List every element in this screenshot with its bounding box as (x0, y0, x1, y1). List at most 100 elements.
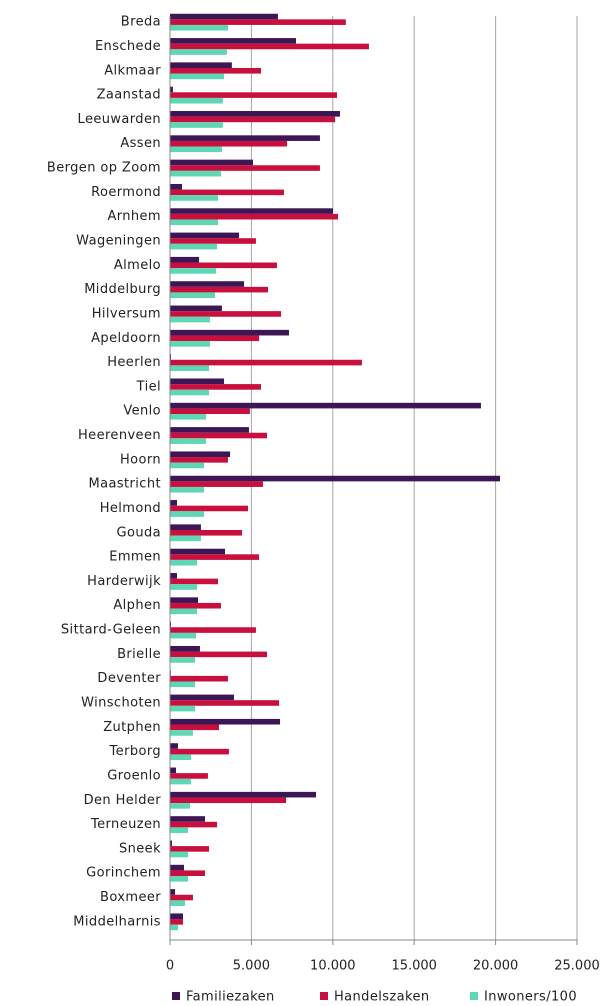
bar (170, 213, 339, 220)
legend-label: Handelszaken (334, 990, 430, 1005)
y-tick-label: Gouda (117, 525, 162, 540)
bar (170, 803, 191, 809)
y-tick-label: Breda (121, 15, 161, 30)
bar (170, 189, 284, 196)
bar (170, 894, 193, 901)
bar (170, 462, 205, 469)
bar (170, 232, 240, 239)
bar (170, 402, 481, 409)
bar (170, 816, 206, 822)
y-tick-label: Alkmaar (104, 63, 161, 78)
y-tick-label: Sneek (119, 841, 161, 856)
bar (170, 724, 220, 731)
bar (170, 292, 215, 299)
bar (170, 256, 199, 263)
y-tick-label: Zaanstad (97, 88, 161, 103)
bar (170, 767, 177, 774)
y-tick-label: Hilversum (92, 306, 161, 321)
bar (170, 743, 178, 749)
y-tick-label: Venlo (123, 404, 161, 419)
bar (170, 286, 269, 293)
bar (170, 438, 206, 444)
y-tick-label: Boxmeer (100, 890, 161, 905)
x-tick-label: 0 (166, 959, 174, 974)
bar (170, 486, 205, 493)
bar (170, 608, 198, 615)
bar (170, 316, 211, 323)
bar (170, 43, 369, 50)
bar (170, 597, 199, 603)
y-tick-label: Emmen (109, 550, 161, 565)
x-tick-label: 10.000 (310, 959, 356, 974)
y-tick-label: Apeldoorn (91, 331, 161, 346)
bar (170, 262, 277, 269)
bar (170, 535, 201, 542)
bar (170, 675, 228, 682)
bar (170, 38, 297, 44)
bar (170, 505, 248, 512)
bar (170, 913, 184, 920)
bar (170, 165, 320, 171)
bar (170, 481, 263, 487)
bar (170, 86, 173, 93)
bar (170, 900, 185, 906)
bar (170, 578, 219, 585)
bar (170, 311, 282, 317)
y-tick-label: Terborg (109, 744, 161, 759)
bar (170, 705, 196, 712)
bar (170, 111, 340, 117)
bar (170, 159, 254, 166)
bar (170, 97, 223, 104)
legend-label: Inwoners/100 (484, 990, 577, 1005)
bar (170, 451, 231, 458)
bar (170, 384, 262, 390)
y-tick-label: Sittard-Geleen (61, 623, 161, 638)
y-tick-label: Assen (120, 136, 161, 151)
bar (170, 889, 176, 895)
y-tick-label: Harderwijk (87, 574, 161, 589)
bar (170, 700, 280, 706)
bar (170, 827, 189, 833)
bar (170, 116, 336, 123)
bar (170, 408, 250, 415)
bar (170, 49, 227, 55)
y-tick-label: Den Helder (84, 793, 162, 808)
bar (170, 773, 208, 779)
bar (170, 475, 500, 482)
bar (170, 140, 288, 147)
bar (170, 632, 197, 639)
bar (170, 754, 192, 761)
y-tick-label: Enschede (95, 39, 161, 54)
y-tick-label: Wageningen (76, 234, 161, 249)
y-tick-label: Gorinchem (86, 866, 161, 881)
bar (170, 73, 225, 80)
bar (170, 791, 317, 798)
x-tick-label: 25.000 (554, 959, 600, 974)
bar (170, 243, 218, 250)
bar (170, 195, 219, 201)
bar (170, 602, 221, 609)
bar (170, 851, 189, 858)
bar (170, 919, 184, 925)
bar (170, 414, 206, 420)
bar (170, 529, 242, 536)
bar (170, 797, 287, 804)
bar (170, 511, 205, 517)
y-tick-label: Roermond (91, 185, 161, 200)
bar (170, 457, 228, 463)
y-tick-label: Bergen op Zoom (47, 161, 161, 176)
bar (170, 208, 333, 214)
bar (170, 645, 200, 652)
bar (170, 924, 178, 931)
bar (170, 341, 211, 347)
bar (170, 146, 222, 153)
bar (170, 627, 256, 633)
y-tick-label: Tiel (136, 379, 161, 394)
bar (170, 694, 234, 701)
bar (170, 427, 249, 433)
legend-swatch (320, 992, 328, 1000)
bar (170, 846, 210, 852)
bar (170, 329, 290, 336)
bar (170, 500, 178, 506)
